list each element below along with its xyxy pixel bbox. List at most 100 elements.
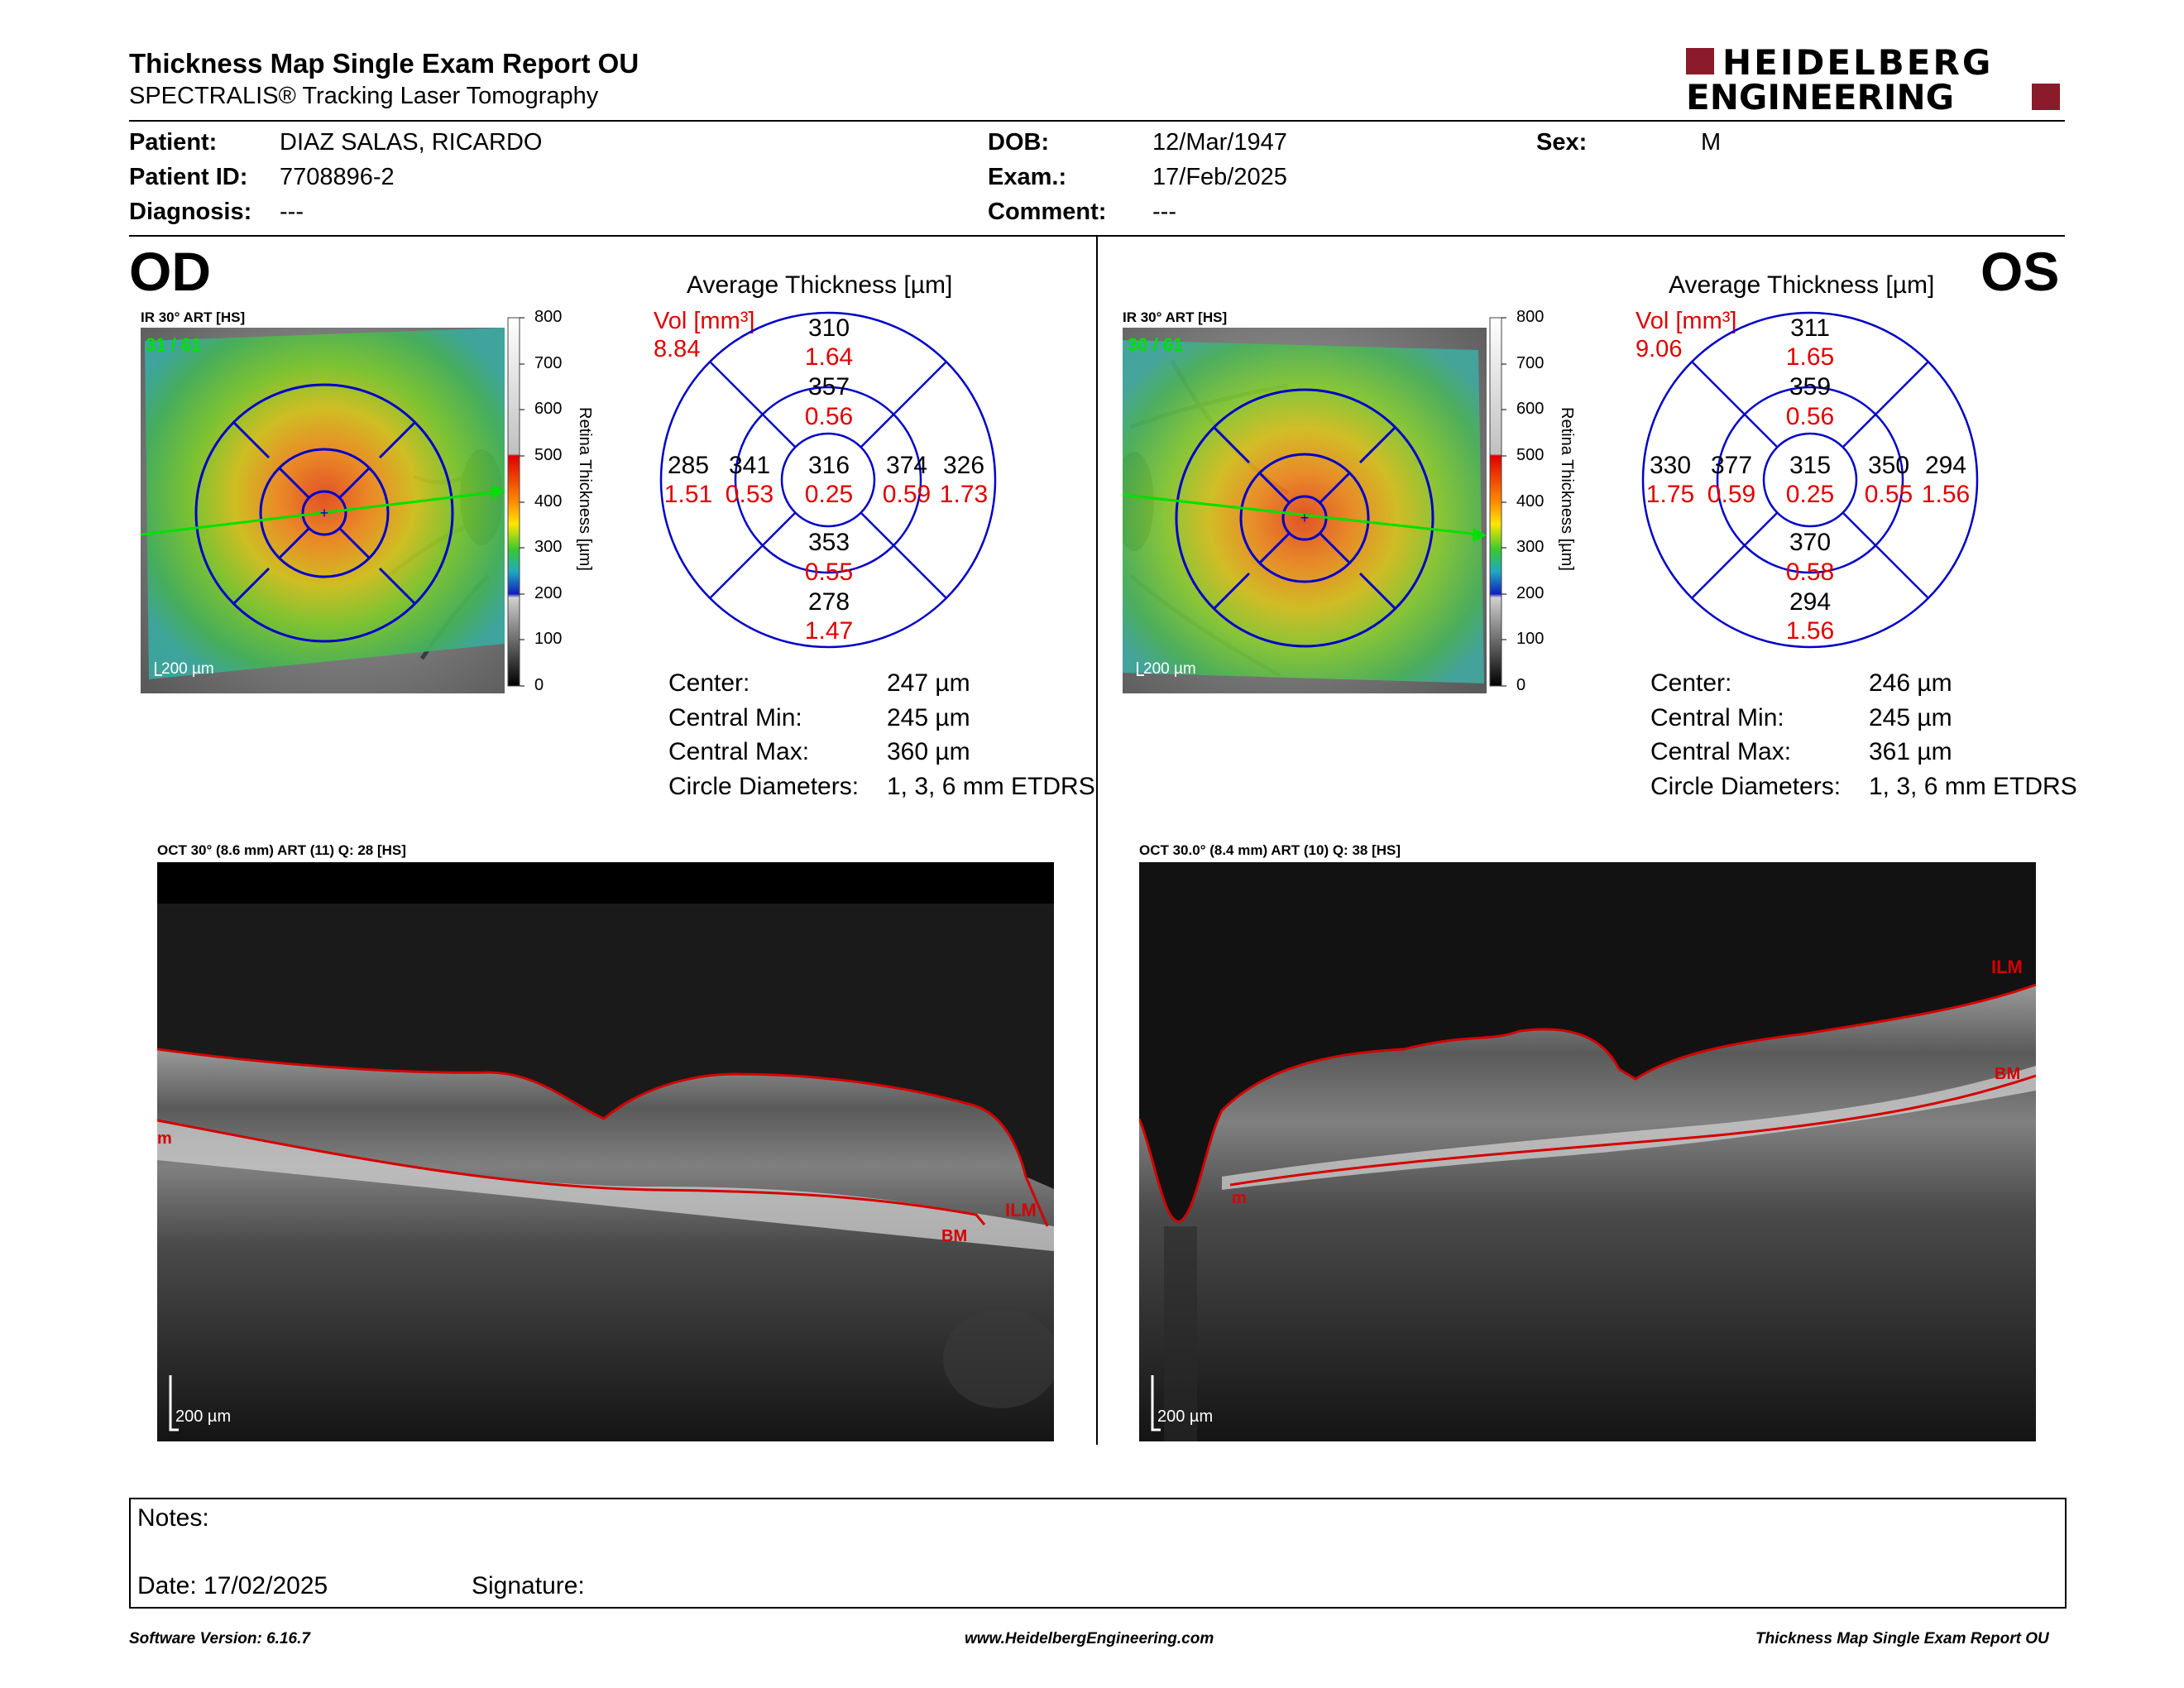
os-cbar-tick-100: 100 <box>1516 630 1545 648</box>
os-ilm-label: ILM <box>1991 957 2023 977</box>
os-center-value: 246 µm <box>1869 669 1952 697</box>
os-inner-right-volume: 0.55 <box>1864 481 1913 508</box>
od-ilm-label: ILM <box>1005 1200 1037 1220</box>
svg-text:+: + <box>1300 510 1310 526</box>
od-avg-title: Average Thickness [µm] <box>687 271 953 299</box>
diagnosis-label: Diagnosis: <box>129 199 252 225</box>
logo-square-bottom <box>2032 84 2060 110</box>
os-cbar-tick-400: 400 <box>1516 492 1545 511</box>
od-m-label: m <box>157 1129 172 1148</box>
notes-signature: Signature: <box>472 1572 585 1599</box>
os-inner-right-thickness: 350 <box>1867 452 1910 479</box>
os-min-value: 245 µm <box>1869 704 1952 731</box>
comment-value: --- <box>1152 199 1176 225</box>
os-max-label: Central Max: <box>1650 738 1792 765</box>
od-center-value: 247 µm <box>887 669 970 697</box>
od-outer-right-volume: 1.73 <box>939 481 989 508</box>
od-inner-right-thickness: 374 <box>885 452 928 479</box>
logo-text-bottom: ENGINEERING <box>1686 77 1955 117</box>
os-inner-inf-thickness: 370 <box>1789 529 1832 556</box>
os-min-label: Central Min: <box>1650 704 1784 731</box>
footer-report-name: Thickness Map Single Exam Report OU <box>1755 1630 2049 1647</box>
os-outer-right-thickness: 294 <box>1924 452 1967 479</box>
os-diam-value: 1, 3, 6 mm ETDRS <box>1869 773 2077 800</box>
od-cbar-tick-700: 700 <box>534 354 563 372</box>
od-oct-scale: 200 µm <box>175 1407 231 1426</box>
od-outer-inf-thickness: 278 <box>807 588 850 616</box>
os-inner-left-thickness: 377 <box>1710 452 1753 479</box>
od-scan-line <box>141 490 501 536</box>
od-oct-label: OCT 30° (8.6 mm) ART (11) Q: 28 [HS] <box>157 842 406 858</box>
od-oct-scan: m ILM BM 200 µm <box>157 862 1054 1441</box>
notes-box[interactable]: Notes: Date: 17/02/2025 Signature: <box>129 1498 2067 1609</box>
os-outer-right-volume: 1.56 <box>1921 481 1971 508</box>
dob-value: 12/Mar/1947 <box>1152 129 1287 156</box>
od-inner-sup-volume: 0.56 <box>804 403 854 430</box>
os-center-label: Center: <box>1650 669 1732 697</box>
os-cbar-tick-0: 0 <box>1516 676 1526 694</box>
dob-label: DOB: <box>988 129 1050 156</box>
od-frame-counter: 31 / 61 <box>146 334 201 355</box>
od-colorbar: 800 700 600 500 400 300 200 100 0 Retina… <box>506 308 597 697</box>
od-fundus-map: + 31 / 61 200 µm <box>141 328 505 693</box>
od-max-value: 360 µm <box>887 738 970 765</box>
os-inner-inf-volume: 0.58 <box>1785 559 1835 586</box>
os-cbar-tick-800: 800 <box>1516 308 1545 326</box>
od-inner-right-volume: 0.59 <box>882 481 932 508</box>
od-max-label: Central Max: <box>668 738 810 765</box>
eye-label-od: OD <box>129 241 211 302</box>
os-oct-scan: ILM BM m 200 µm <box>1139 862 2036 1441</box>
os-colorbar: 800 700 600 500 400 300 200 100 0 Retina… <box>1488 308 1579 697</box>
os-ilm-line <box>1139 983 2036 1223</box>
od-cbar-tick-600: 600 <box>534 400 563 418</box>
od-center-label: Center: <box>668 669 750 697</box>
od-outer-inf-volume: 1.47 <box>804 617 854 645</box>
os-outer-sup-thickness: 311 <box>1790 314 1830 342</box>
od-min-label: Central Min: <box>668 704 802 731</box>
report-subtitle: SPECTRALIS® Tracking Laser Tomography <box>129 83 599 109</box>
od-inner-left-volume: 0.53 <box>725 481 774 508</box>
od-etdrs-chart <box>659 310 998 650</box>
os-ir-etdrs-grid <box>1175 388 1434 648</box>
od-thickness-overlay <box>145 328 505 679</box>
os-inner-sup-volume: 0.56 <box>1785 403 1835 430</box>
svg-text:+: + <box>320 505 329 521</box>
od-diam-label: Circle Diameters: <box>668 773 860 800</box>
os-fundus-map: + 30 / 61 200 µm <box>1123 328 1487 693</box>
od-outer-left-thickness: 285 <box>667 452 710 479</box>
center-divider <box>1096 237 1098 1445</box>
os-center-volume: 0.25 <box>1785 481 1835 508</box>
od-inner-sup-thickness: 357 <box>807 373 850 400</box>
od-bm-label: BM <box>941 1227 967 1245</box>
od-rpe-band <box>157 1120 1054 1251</box>
os-outer-inf-thickness: 294 <box>1789 588 1832 616</box>
od-inner-inf-thickness: 353 <box>807 529 850 556</box>
od-min-value: 245 µm <box>887 704 970 731</box>
sex-label: Sex: <box>1536 129 1588 156</box>
os-outer-sup-volume: 1.65 <box>1785 343 1835 371</box>
os-ir-scale: 200 µm <box>1143 660 1196 678</box>
patient-label: Patient: <box>129 129 218 156</box>
od-cbar-tick-0: 0 <box>534 676 544 694</box>
od-inner-left-thickness: 341 <box>728 452 771 479</box>
os-cbar-title: Retina Thickness [µm] <box>1558 407 1576 571</box>
os-vol-value: 9.06 <box>1636 336 1683 362</box>
od-ir-label: IR 30° ART [HS] <box>141 309 246 325</box>
od-diam-value: 1, 3, 6 mm ETDRS <box>887 773 1095 800</box>
patient-value: DIAZ SALAS, RICARDO <box>280 129 543 156</box>
os-cbar-tick-700: 700 <box>1516 354 1545 372</box>
sex-value: M <box>1701 129 1722 156</box>
diagnosis-value: --- <box>280 199 304 225</box>
os-scan-arrow <box>1473 528 1487 542</box>
brand-logo: HEIDELBERG ENGINEERING <box>1686 42 2067 117</box>
od-cbar-tick-100: 100 <box>534 630 563 648</box>
footer-url[interactable]: www.HeidelbergEngineering.com <box>965 1630 1214 1647</box>
os-avg-title: Average Thickness [µm] <box>1669 271 1935 299</box>
header-divider <box>129 120 2065 122</box>
logo-square-top <box>1686 48 1714 74</box>
os-cbar-tick-600: 600 <box>1516 400 1545 418</box>
od-outer-sup-thickness: 310 <box>807 314 850 342</box>
od-ilm-line <box>157 1048 1049 1227</box>
os-inner-sup-thickness: 359 <box>1789 373 1832 400</box>
od-scan-arrow <box>491 485 505 499</box>
